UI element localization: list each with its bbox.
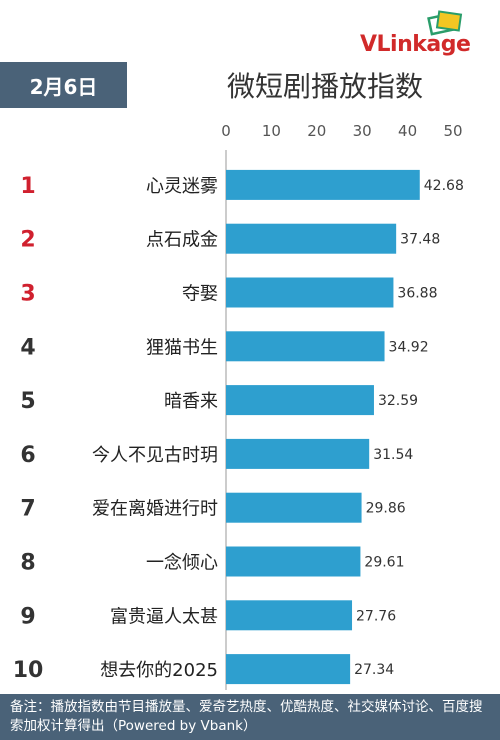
value-label: 31.54: [373, 447, 413, 463]
bar: [226, 385, 374, 416]
category-label: 想去你的2025: [100, 660, 218, 681]
bar: [226, 492, 362, 523]
bar: [226, 438, 370, 469]
value-label: 42.68: [424, 178, 464, 194]
date-badge: 2月6日: [0, 62, 127, 108]
value-label: 27.34: [354, 662, 394, 678]
rank-label: 8: [20, 551, 35, 576]
rank-label: 5: [20, 389, 35, 414]
bar: [226, 331, 385, 362]
category-label: 心灵迷雾: [146, 176, 218, 197]
rank-label: 7: [20, 497, 35, 522]
rank-label: 10: [13, 658, 44, 683]
value-label: 29.61: [364, 555, 404, 571]
value-label: 32.59: [378, 393, 418, 409]
x-tick-label: 0: [221, 122, 231, 140]
chart-title-text: 微短剧播放指数: [226, 70, 423, 103]
value-label: 29.86: [366, 501, 406, 517]
bar: [226, 223, 397, 254]
bar: [226, 654, 351, 685]
value-label: 36.88: [397, 286, 437, 302]
rank-label: 2: [20, 228, 35, 253]
bar-chart: 0 10 20 30 40 50 1 心灵迷雾 42.68 2 点石成金 37.48 3 夺娶 36.88 4…: [13, 122, 464, 690]
bar: [226, 169, 420, 200]
category-label: 点石成金: [146, 230, 218, 251]
bar: [226, 277, 394, 308]
category-label: 暗香来: [164, 391, 218, 412]
logo-text: VLinkage: [360, 32, 471, 57]
value-label: 27.76: [356, 608, 396, 624]
bar: [226, 600, 353, 631]
category-label: 富贵逼人太甚: [110, 606, 218, 627]
x-tick-label: 10: [262, 122, 281, 140]
value-label: 34.92: [389, 339, 429, 355]
chart-title: 微短剧播放指数: [140, 62, 500, 108]
footer-note-text: 备注：播放指数由节目播放量、爱奇艺热度、优酷热度、社交媒体讨论、百度搜索加权计算…: [10, 699, 483, 734]
logo-frames-icon: [427, 10, 463, 36]
value-label: 37.48: [400, 232, 440, 248]
x-tick-label: 20: [307, 122, 326, 140]
rank-label: 4: [20, 335, 35, 360]
rank-label: 3: [20, 282, 35, 307]
bar: [226, 546, 361, 577]
x-tick-label: 30: [353, 122, 372, 140]
vlinkage-logo: VLinkage: [360, 10, 498, 62]
x-tick-label: 50: [443, 122, 462, 140]
category-label: 爱在离婚进行时: [92, 499, 218, 520]
category-label: 一念倾心: [146, 552, 218, 574]
category-label: 狸猫书生: [146, 337, 218, 358]
x-tick-label: 40: [398, 122, 417, 140]
category-label: 今人不见古时玥: [92, 445, 218, 466]
footer-note: 备注：播放指数由节目播放量、爱奇艺热度、优酷热度、社交媒体讨论、百度搜索加权计算…: [0, 694, 500, 740]
date-label: 2月6日: [29, 74, 98, 99]
rank-label: 1: [20, 174, 35, 199]
category-label: 夺娶: [182, 284, 218, 305]
rank-label: 6: [20, 443, 35, 468]
rank-label: 9: [20, 604, 35, 629]
